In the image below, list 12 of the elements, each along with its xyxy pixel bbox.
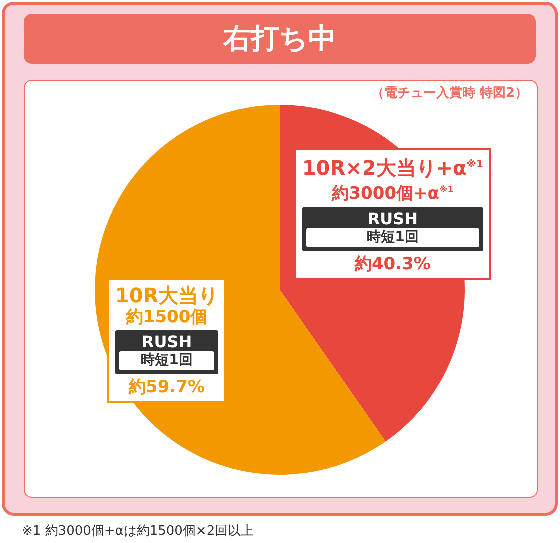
text: 時短1回: [306, 228, 480, 248]
text: 約3000個+α$^{※1}$: [330, 183, 455, 206]
text: 時短1回: [119, 351, 215, 370]
data-label: 約40.3%: [354, 253, 432, 276]
text: RUSH: [366, 209, 420, 228]
slice-label: 10R大当り: [115, 283, 219, 308]
text: ※1 約3000個+αは約1500個×2回以上: [22, 523, 254, 540]
slice-label: 10R×2大当り+α$^{※1}$: [302, 155, 484, 180]
text: 約1500個: [125, 307, 209, 328]
data-label: 約59.7%: [128, 376, 206, 398]
chart-subtitle: （電チュー入賞時 特図2）: [371, 84, 528, 102]
text: RUSH: [140, 332, 194, 352]
